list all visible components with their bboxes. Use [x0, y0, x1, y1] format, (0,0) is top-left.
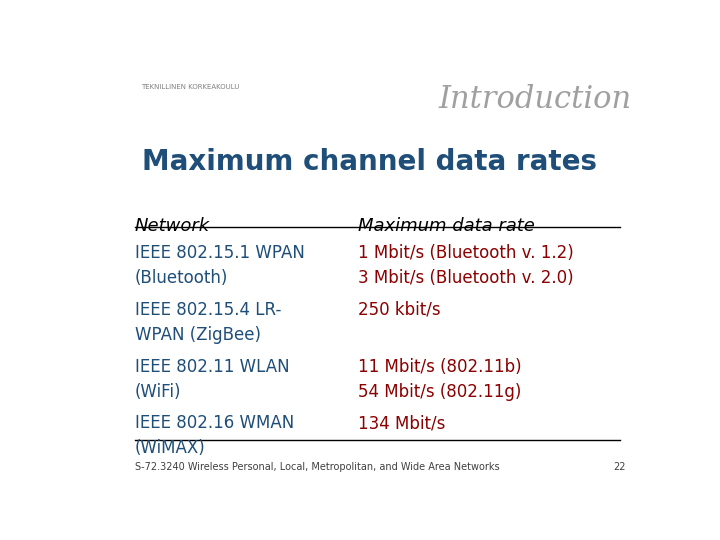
Text: 11 Mbit/s (802.11b)
54 Mbit/s (802.11g): 11 Mbit/s (802.11b) 54 Mbit/s (802.11g) [358, 357, 521, 401]
Text: 22: 22 [613, 462, 626, 472]
Text: 134 Mbit/s: 134 Mbit/s [358, 414, 445, 432]
Text: S-72.3240 Wireless Personal, Local, Metropolitan, and Wide Area Networks: S-72.3240 Wireless Personal, Local, Metr… [135, 462, 499, 472]
Text: 250 kbit/s: 250 kbit/s [358, 301, 441, 319]
Text: IEEE 802.11 WLAN
(WiFi): IEEE 802.11 WLAN (WiFi) [135, 357, 289, 401]
Text: Maximum channel data rates: Maximum channel data rates [142, 148, 596, 176]
Text: IEEE 802.16 WMAN
(WiMAX): IEEE 802.16 WMAN (WiMAX) [135, 414, 294, 457]
Text: IEEE 802.15.4 LR-
WPAN (ZigBee): IEEE 802.15.4 LR- WPAN (ZigBee) [135, 301, 281, 344]
Text: Maximum data rate: Maximum data rate [358, 217, 535, 234]
Text: TEKNILLINEN KORKEAKOULU: TEKNILLINEN KORKEAKOULU [141, 84, 240, 90]
Text: 1 Mbit/s (Bluetooth v. 1.2)
3 Mbit/s (Bluetooth v. 2.0): 1 Mbit/s (Bluetooth v. 1.2) 3 Mbit/s (Bl… [358, 245, 574, 287]
Text: Introduction: Introduction [438, 84, 631, 114]
Text: IEEE 802.15.1 WPAN
(Bluetooth): IEEE 802.15.1 WPAN (Bluetooth) [135, 245, 305, 287]
Text: Network: Network [135, 217, 210, 234]
